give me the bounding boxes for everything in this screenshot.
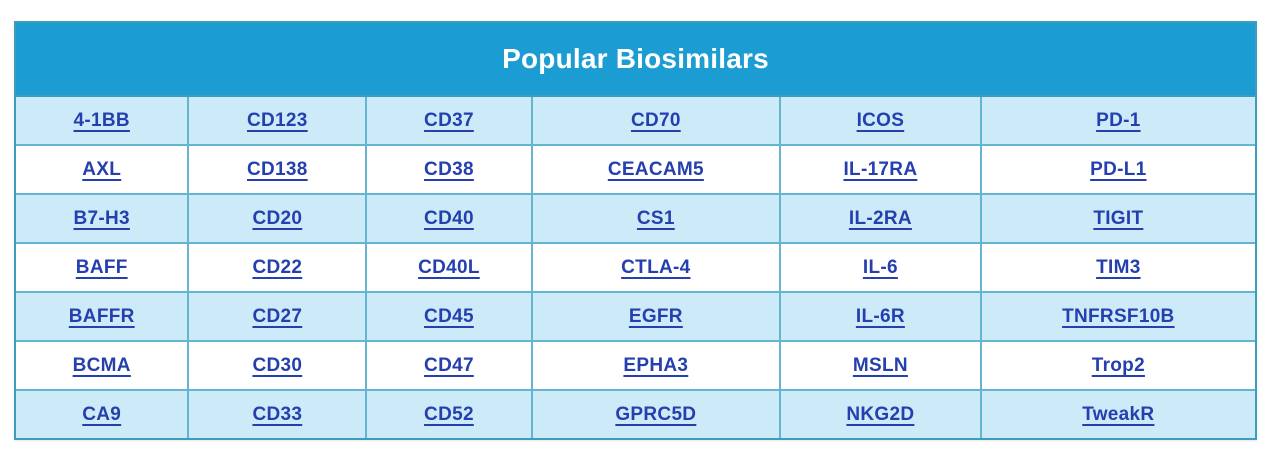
table-cell: BAFFR [16,293,190,340]
table-cell: CD40 [367,195,533,242]
biosimilar-link[interactable]: TIGIT [1093,207,1144,229]
table-row: CA9 CD33 CD52 GPRC5D NKG2D TweakR [16,391,1255,438]
biosimilar-link[interactable]: IL-17RA [843,158,918,180]
table-cell: GPRC5D [533,391,782,438]
table-cell: IL-2RA [781,195,982,242]
table-cell: AXL [16,146,190,193]
table-cell: CD38 [367,146,533,193]
table-row: AXL CD138 CD38 CEACAM5 IL-17RA PD-L1 [16,146,1255,195]
table-cell: EGFR [533,293,782,340]
biosimilar-link[interactable]: GPRC5D [615,403,697,425]
table-cell: CD40L [367,244,533,291]
biosimilar-link[interactable]: Trop2 [1091,354,1145,376]
biosimilar-link[interactable]: BAFF [75,256,128,278]
table-cell: CD70 [533,97,782,144]
table-cell: TIM3 [982,244,1255,291]
table-cell: Trop2 [982,342,1255,389]
biosimilar-link[interactable]: NKG2D [846,403,915,425]
table-cell: EPHA3 [533,342,782,389]
biosimilar-link[interactable]: AXL [82,158,122,180]
table-cell: IL-6R [781,293,982,340]
table-cell: CD123 [189,97,368,144]
biosimilar-link[interactable]: CD52 [424,403,474,425]
biosimilar-link[interactable]: CD33 [252,403,303,425]
biosimilar-link[interactable]: CD22 [252,256,303,278]
biosimilar-link[interactable]: CD40 [424,207,474,229]
table-cell: CD45 [367,293,533,340]
table-cell: NKG2D [781,391,982,438]
biosimilar-link[interactable]: CD123 [247,109,308,131]
biosimilar-link[interactable]: BAFFR [68,305,135,327]
table-cell: PD-L1 [982,146,1255,193]
table-cell: B7-H3 [16,195,190,242]
biosimilar-link[interactable]: CD37 [424,109,474,131]
table-cell: CD37 [367,97,533,144]
table-cell: BAFF [16,244,190,291]
biosimilar-link[interactable]: EPHA3 [623,354,689,376]
biosimilar-link[interactable]: BCMA [72,354,131,376]
biosimilar-link[interactable]: PD-L1 [1090,158,1147,180]
table-cell: TNFRSF10B [982,293,1255,340]
table-cell: CTLA-4 [533,244,782,291]
biosimilar-link[interactable]: PD-1 [1096,109,1141,131]
biosimilar-link[interactable]: CD38 [424,158,474,180]
table-row: BAFF CD22 CD40L CTLA-4 IL-6 TIM3 [16,244,1255,293]
table-cell: CD30 [189,342,368,389]
biosimilar-link[interactable]: EGFR [628,305,683,327]
biosimilar-link[interactable]: CD27 [252,305,303,327]
biosimilar-link[interactable]: ICOS [856,109,905,131]
table-cell: BCMA [16,342,190,389]
table-cell: TIGIT [982,195,1255,242]
table-cell: CS1 [533,195,782,242]
biosimilar-link[interactable]: B7-H3 [73,207,130,229]
table-cell: CD52 [367,391,533,438]
table-cell: CD20 [189,195,368,242]
table-cell: TweakR [982,391,1255,438]
table-cell: CD27 [189,293,368,340]
biosimilar-link[interactable]: CD70 [630,109,681,131]
biosimilar-link[interactable]: CS1 [636,207,675,229]
biosimilar-link[interactable]: CA9 [82,403,122,425]
table-cell: IL-6 [781,244,982,291]
biosimilar-link[interactable]: TNFRSF10B [1062,305,1175,327]
biosimilar-link[interactable]: 4-1BB [73,109,130,131]
table-row: B7-H3 CD20 CD40 CS1 IL-2RA TIGIT [16,195,1255,244]
table-cell: CA9 [16,391,190,438]
biosimilar-link[interactable]: TweakR [1082,403,1155,425]
biosimilar-link[interactable]: MSLN [852,354,908,376]
table-cell: CD22 [189,244,368,291]
biosimilar-link[interactable]: IL-2RA [848,207,912,229]
table-row: BCMA CD30 CD47 EPHA3 MSLN Trop2 [16,342,1255,391]
biosimilar-link[interactable]: CD20 [252,207,303,229]
biosimilar-link[interactable]: IL-6 [862,256,898,278]
table-row: 4-1BB CD123 CD37 CD70 ICOS PD-1 [16,97,1255,146]
biosimilar-link[interactable]: CEACAM5 [607,158,704,180]
biosimilars-table: Popular Biosimilars 4-1BB CD123 CD37 CD7… [14,21,1257,440]
biosimilar-link[interactable]: TIM3 [1096,256,1141,278]
table-cell: PD-1 [982,97,1255,144]
table-cell: 4-1BB [16,97,190,144]
biosimilar-link[interactable]: CD45 [424,305,474,327]
table-cell: MSLN [781,342,982,389]
biosimilar-link[interactable]: CTLA-4 [621,256,691,278]
table-cell: CD33 [189,391,368,438]
biosimilar-link[interactable]: IL-6R [855,305,905,327]
table-cell: CD47 [367,342,533,389]
biosimilar-link[interactable]: CD138 [247,158,308,180]
biosimilar-link[interactable]: CD47 [424,354,474,376]
table-title-text: Popular Biosimilars [502,43,769,74]
table-row: BAFFR CD27 CD45 EGFR IL-6R TNFRSF10B [16,293,1255,342]
table-title: Popular Biosimilars [16,23,1255,97]
biosimilar-link[interactable]: CD40L [418,256,480,278]
table-cell: CEACAM5 [533,146,782,193]
table-cell: CD138 [189,146,368,193]
table-cell: IL-17RA [781,146,982,193]
table-cell: ICOS [781,97,982,144]
biosimilar-link[interactable]: CD30 [252,354,303,376]
